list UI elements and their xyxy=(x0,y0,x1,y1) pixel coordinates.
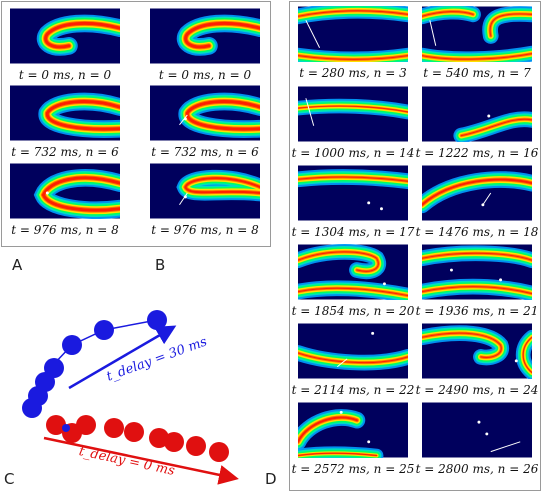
panel-label-a: A xyxy=(12,256,23,274)
simulation-frame xyxy=(422,323,532,379)
simulation-frame xyxy=(422,244,532,300)
panel-c-diagram xyxy=(22,310,239,485)
frame-caption: t = 540 ms, n = 7 xyxy=(423,66,531,80)
frame-caption: t = 1304 ms, n = 17 xyxy=(291,225,415,239)
simulation-frame xyxy=(150,8,260,64)
red-beads xyxy=(46,415,229,462)
blue-beads xyxy=(22,310,167,418)
frame-caption: t = 2572 ms, n = 25 xyxy=(291,462,415,476)
simulation-frame xyxy=(422,6,532,62)
frame-caption: t = 1000 ms, n = 14 xyxy=(291,146,415,160)
frame-caption: t = 1936 ms, n = 21 xyxy=(415,304,539,318)
frame-caption: t = 0 ms, n = 0 xyxy=(158,68,252,82)
frame-caption: t = 2490 ms, n = 24 xyxy=(415,383,539,397)
simulation-frame xyxy=(150,163,260,219)
frame-caption: t = 1222 ms, n = 16 xyxy=(415,146,539,160)
simulation-frame xyxy=(298,165,408,221)
frame-caption: t = 2800 ms, n = 26 xyxy=(415,462,539,476)
simulation-frame xyxy=(422,402,532,458)
simulation-frame xyxy=(422,165,532,221)
simulation-frame xyxy=(298,402,408,458)
frame-caption: t = 0 ms, n = 0 xyxy=(18,68,112,82)
frame-caption: t = 1854 ms, n = 20 xyxy=(291,304,415,318)
frame-caption: t = 1476 ms, n = 18 xyxy=(415,225,539,239)
simulation-frame xyxy=(298,6,408,62)
frame-caption: t = 976 ms, n = 8 xyxy=(151,223,259,237)
panel-label-d: D xyxy=(265,470,277,488)
simulation-frame xyxy=(298,323,408,379)
simulation-frame xyxy=(422,86,532,142)
frame-caption: t = 2114 ms, n = 22 xyxy=(291,383,415,397)
frame-caption: t = 976 ms, n = 8 xyxy=(11,223,119,237)
simulation-frame xyxy=(298,86,408,142)
simulation-frame xyxy=(10,163,120,219)
frame-caption: t = 280 ms, n = 3 xyxy=(299,66,407,80)
panel-label-b: B xyxy=(155,256,166,274)
frame-caption: t = 732 ms, n = 6 xyxy=(11,145,119,159)
simulation-frame xyxy=(298,244,408,300)
frame-caption: t = 732 ms, n = 6 xyxy=(151,145,259,159)
simulation-frame xyxy=(10,8,120,64)
simulation-frame xyxy=(150,85,260,141)
simulation-frame xyxy=(10,85,120,141)
panel-label-c: C xyxy=(4,470,15,488)
